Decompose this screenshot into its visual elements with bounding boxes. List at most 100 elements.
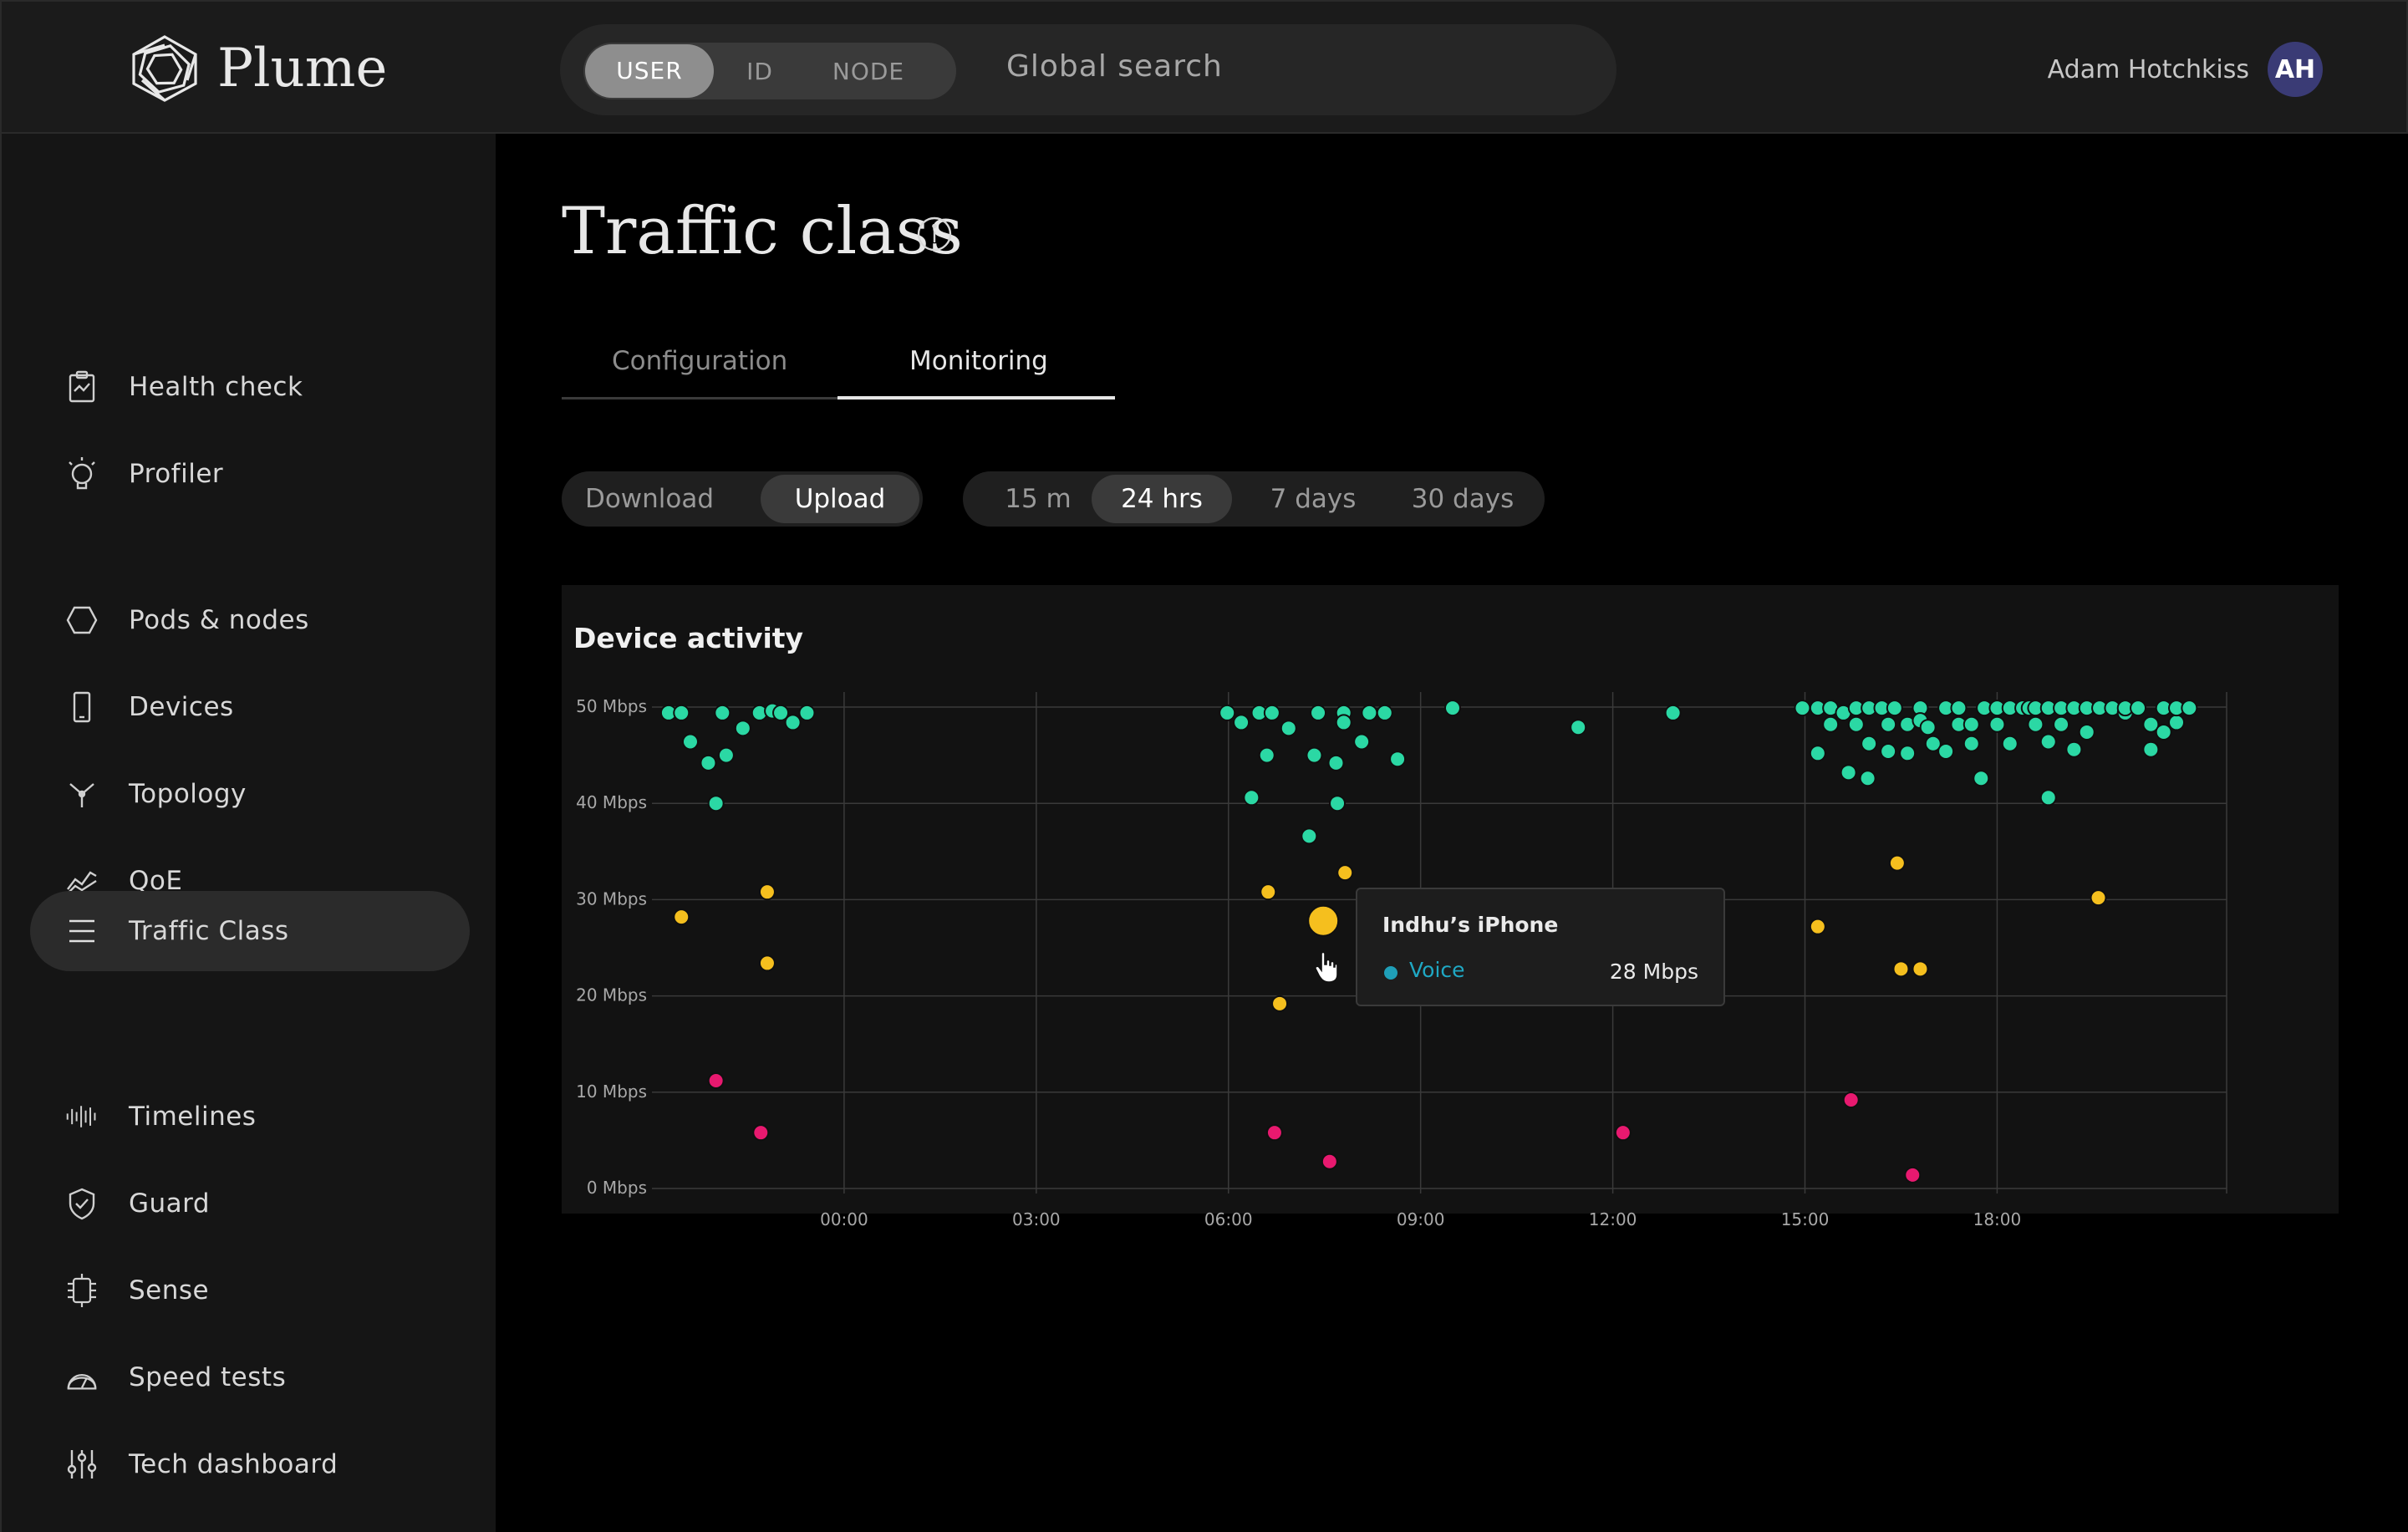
active-tab-indicator — [837, 396, 1115, 400]
clipboard-icon — [65, 370, 99, 404]
data-point — [1963, 735, 1980, 752]
sidebar-item-devices[interactable]: Devices — [30, 667, 470, 747]
time-range-30days[interactable]: 30 days — [1411, 484, 1515, 514]
tooltip-device-name: Indhu’s iPhone — [1382, 913, 1559, 937]
info-icon[interactable] — [916, 216, 953, 256]
sidebar-item-traffic-class[interactable]: Traffic Class — [30, 891, 470, 971]
waveform-icon — [65, 1100, 99, 1133]
data-point — [1988, 715, 2006, 733]
data-point — [1809, 745, 1826, 762]
hexagon-icon — [65, 603, 99, 637]
search-mode-id[interactable]: ID — [746, 57, 773, 85]
data-point — [1280, 720, 1297, 737]
data-point — [2053, 715, 2070, 733]
sidebar-item-sense[interactable]: Sense — [30, 1250, 470, 1331]
sidebar-item-pods-nodes[interactable]: Pods & nodes — [30, 580, 470, 660]
data-point — [1258, 746, 1275, 764]
data-point — [758, 954, 776, 972]
search-mode-selector: USER ID NODE — [583, 43, 956, 99]
user-name: Adam Hotchkiss — [2047, 54, 2249, 84]
sidebar-item-guard[interactable]: Guard — [30, 1163, 470, 1244]
search-input[interactable]: Global search — [1006, 49, 1223, 84]
data-point — [1842, 1092, 1860, 1109]
sidebar-item-label: Profiler — [129, 459, 224, 489]
avatar[interactable]: AH — [2268, 42, 2323, 97]
data-point — [1614, 1124, 1632, 1142]
x-tick-label: 03:00 — [1012, 1209, 1061, 1229]
sidebar-item-speed-tests[interactable]: Speed tests — [30, 1337, 470, 1417]
data-point — [2039, 733, 2057, 751]
data-point — [1389, 751, 1407, 768]
device-activity-chart: 0 Mbps 10 Mbps 20 Mbps 30 Mbps 40 Mbps 50 Mbp… — [576, 692, 2227, 1229]
data-point — [798, 704, 816, 721]
search-mode-user[interactable]: USER — [585, 44, 714, 98]
data-point — [1880, 742, 1897, 760]
data-point — [1822, 715, 1840, 733]
tab-configuration[interactable]: Configuration — [612, 346, 788, 376]
x-tick-label: 09:00 — [1397, 1209, 1445, 1229]
sense-icon — [65, 1274, 99, 1307]
x-tick-label: 00:00 — [820, 1209, 868, 1229]
y-tick-label: 0 Mbps — [587, 1178, 647, 1198]
data-point — [1886, 700, 1903, 717]
sliders-icon — [65, 1448, 99, 1481]
data-point — [1794, 700, 1811, 717]
time-range-24hrs[interactable]: 24 hrs — [1092, 475, 1232, 523]
data-point — [1260, 883, 1277, 901]
sidebar-item-label: Pods & nodes — [129, 605, 309, 635]
data-point — [707, 1071, 725, 1089]
data-point — [1327, 754, 1345, 771]
tab-monitoring[interactable]: Monitoring — [909, 346, 1048, 376]
data-point — [1361, 704, 1378, 721]
y-tick-label: 40 Mbps — [576, 792, 647, 812]
y-tick-label: 20 Mbps — [576, 985, 647, 1005]
sidebar-item-tech-dashboard[interactable]: Tech dashboard — [30, 1424, 470, 1504]
tooltip-value: 28 Mbps — [1609, 959, 1698, 984]
data-point — [673, 909, 690, 926]
data-point — [2039, 789, 2057, 807]
data-point — [1924, 735, 1942, 752]
y-tick-label: 50 Mbps — [576, 696, 647, 716]
data-point — [1880, 715, 1897, 733]
data-point — [1263, 704, 1280, 721]
sidebar-item-label: Traffic Class — [129, 916, 289, 946]
data-point — [707, 795, 725, 812]
data-point — [1376, 704, 1393, 721]
direction-toggle: Download Upload — [562, 471, 923, 527]
data-point — [1809, 918, 1826, 935]
data-point — [1950, 700, 1968, 717]
logo[interactable]: Plume — [127, 33, 387, 104]
data-point — [1888, 854, 1906, 872]
phone-icon — [65, 690, 99, 724]
time-range-7days[interactable]: 7 days — [1270, 484, 1357, 514]
data-point — [1329, 795, 1347, 812]
data-point — [1912, 960, 1929, 978]
data-point — [717, 746, 735, 764]
sidebar-item-profiler[interactable]: Profiler — [30, 434, 470, 514]
data-point — [1937, 742, 1955, 760]
data-point — [2181, 700, 2198, 717]
data-point — [2090, 889, 2107, 907]
page-title: Traffic class — [562, 194, 963, 269]
download-option[interactable]: Download — [584, 484, 715, 514]
data-point — [734, 720, 751, 737]
y-tick-label: 30 Mbps — [576, 888, 647, 909]
sidebar-item-timelines[interactable]: Timelines — [30, 1076, 470, 1157]
y-tick-label: 10 Mbps — [576, 1082, 647, 1102]
upload-option[interactable]: Upload — [761, 475, 919, 523]
time-range-15m[interactable]: 15 m — [1005, 484, 1072, 514]
user-menu[interactable]: Adam Hotchkiss AH — [2048, 42, 2323, 97]
data-point — [1963, 715, 1980, 733]
data-point — [1306, 746, 1323, 764]
sidebar-item-topology[interactable]: Topology — [30, 754, 470, 834]
shield-icon — [65, 1187, 99, 1220]
list-icon — [65, 914, 99, 948]
data-point — [2065, 741, 2083, 758]
time-range-selector: 15 m 24 hrs 7 days 30 days — [963, 471, 1545, 527]
search-mode-node[interactable]: NODE — [832, 57, 905, 85]
hand-cursor-icon — [1315, 951, 1338, 983]
sidebar-item-health-check[interactable]: Health check — [30, 347, 470, 427]
data-point — [1847, 715, 1865, 733]
data-point — [2130, 700, 2147, 717]
x-tick-label: 12:00 — [1589, 1209, 1637, 1229]
